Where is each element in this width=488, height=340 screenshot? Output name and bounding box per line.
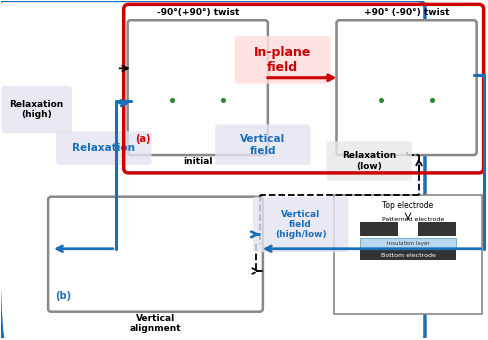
Bar bbox=[433, 112, 441, 117]
FancyBboxPatch shape bbox=[48, 197, 263, 312]
Bar bbox=[69, 261, 77, 281]
Bar bbox=[367, 120, 376, 125]
Bar bbox=[224, 112, 232, 117]
Bar bbox=[204, 127, 213, 132]
Text: +90° (-90°) twist: +90° (-90°) twist bbox=[364, 8, 449, 17]
Bar bbox=[423, 127, 431, 132]
Bar bbox=[418, 120, 427, 125]
Bar bbox=[413, 127, 422, 132]
Bar bbox=[70, 235, 76, 244]
Bar bbox=[208, 225, 216, 244]
Bar bbox=[428, 105, 436, 110]
Bar bbox=[181, 235, 187, 244]
Bar bbox=[229, 120, 237, 125]
Bar bbox=[163, 112, 172, 117]
FancyBboxPatch shape bbox=[128, 20, 268, 155]
Text: Vertical
alignment: Vertical alignment bbox=[130, 314, 182, 333]
Bar bbox=[360, 250, 456, 260]
Bar bbox=[360, 222, 398, 236]
Bar bbox=[153, 272, 160, 280]
Bar bbox=[334, 195, 482, 314]
Bar bbox=[97, 225, 104, 244]
Bar bbox=[125, 235, 132, 244]
Bar bbox=[98, 235, 104, 244]
Bar bbox=[214, 127, 223, 132]
Text: Relaxation
(high): Relaxation (high) bbox=[9, 100, 63, 119]
Bar bbox=[382, 127, 390, 132]
Bar bbox=[181, 261, 188, 281]
Text: -90°(+90°) twist: -90°(+90°) twist bbox=[157, 8, 239, 17]
FancyBboxPatch shape bbox=[1, 86, 72, 133]
Bar bbox=[173, 127, 182, 132]
Text: Relaxation
(low): Relaxation (low) bbox=[342, 151, 396, 171]
Bar bbox=[98, 272, 104, 280]
Bar bbox=[234, 127, 242, 132]
Bar bbox=[153, 225, 160, 244]
Bar bbox=[163, 127, 172, 132]
Bar bbox=[125, 272, 132, 280]
Bar bbox=[153, 235, 160, 244]
Bar bbox=[418, 222, 456, 236]
Bar bbox=[208, 261, 216, 281]
Bar bbox=[392, 127, 400, 132]
FancyBboxPatch shape bbox=[56, 131, 152, 165]
Bar bbox=[372, 127, 381, 132]
Bar bbox=[382, 112, 390, 117]
Bar bbox=[125, 261, 132, 281]
Bar bbox=[360, 238, 456, 248]
Bar bbox=[387, 120, 395, 125]
Text: initial: initial bbox=[183, 157, 212, 166]
Bar bbox=[173, 112, 182, 117]
Bar bbox=[224, 127, 232, 132]
Text: Top electrode: Top electrode bbox=[383, 201, 434, 210]
Bar bbox=[428, 120, 436, 125]
Text: Vertical
field: Vertical field bbox=[240, 134, 285, 156]
Bar bbox=[178, 120, 186, 125]
Bar bbox=[377, 105, 386, 110]
Text: (a): (a) bbox=[135, 134, 150, 144]
Bar bbox=[209, 120, 218, 125]
Bar bbox=[363, 127, 371, 132]
Bar bbox=[183, 127, 191, 132]
Text: Insulation layer: Insulation layer bbox=[387, 241, 429, 246]
Text: Vertical
field
(high/low): Vertical field (high/low) bbox=[275, 209, 326, 239]
FancyBboxPatch shape bbox=[215, 124, 311, 165]
FancyBboxPatch shape bbox=[326, 141, 412, 181]
Bar bbox=[214, 112, 223, 117]
Bar bbox=[377, 120, 386, 125]
Bar bbox=[70, 272, 76, 280]
Text: Patterned electrode: Patterned electrode bbox=[382, 217, 444, 222]
Text: Bottom electrode: Bottom electrode bbox=[381, 253, 435, 258]
Bar bbox=[181, 272, 187, 280]
Bar bbox=[181, 225, 188, 244]
Bar bbox=[442, 127, 450, 132]
Bar bbox=[168, 120, 177, 125]
FancyBboxPatch shape bbox=[336, 20, 477, 155]
Text: Relaxation: Relaxation bbox=[72, 143, 135, 153]
Bar bbox=[153, 261, 160, 281]
Bar bbox=[97, 261, 104, 281]
FancyBboxPatch shape bbox=[253, 197, 348, 252]
Bar bbox=[168, 105, 177, 110]
Bar bbox=[69, 225, 77, 244]
Bar bbox=[372, 112, 381, 117]
Bar bbox=[159, 120, 167, 125]
Bar bbox=[219, 120, 227, 125]
Bar bbox=[154, 127, 162, 132]
Bar bbox=[125, 225, 132, 244]
Bar bbox=[438, 120, 446, 125]
Bar bbox=[423, 112, 431, 117]
Bar bbox=[219, 105, 227, 110]
Bar bbox=[209, 272, 215, 280]
Text: In-plane
field: In-plane field bbox=[254, 46, 311, 74]
FancyBboxPatch shape bbox=[235, 36, 330, 84]
Bar bbox=[433, 127, 441, 132]
Bar bbox=[209, 235, 215, 244]
Text: (b): (b) bbox=[55, 291, 71, 301]
